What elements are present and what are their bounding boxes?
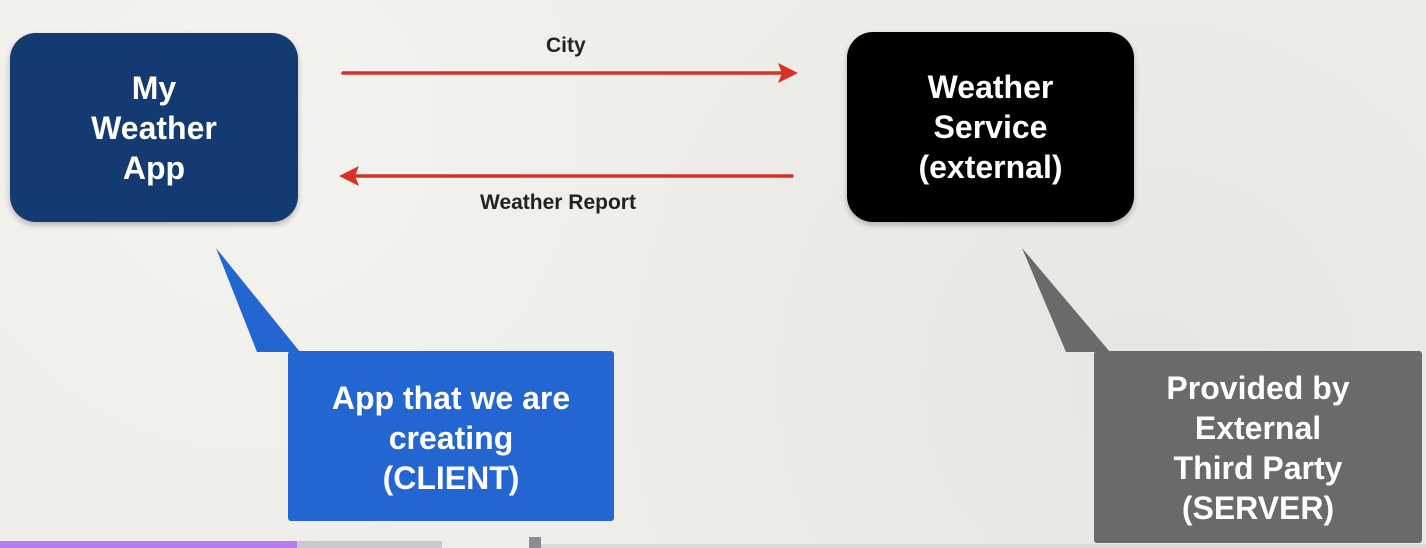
- response-arrow: [339, 166, 794, 186]
- server-callout-text: Provided by External Third Party (SERVER…: [1166, 370, 1350, 526]
- request-arrow-label: City: [546, 34, 586, 57]
- server-callout: Provided by External Third Party (SERVER…: [1094, 351, 1422, 543]
- client-app-label: My Weather App: [91, 69, 217, 186]
- weather-service-label: Weather Service (external): [918, 69, 1063, 185]
- client-callout-text: App that we are creating (CLIENT): [331, 380, 571, 496]
- response-arrow-label: Weather Report: [480, 191, 636, 214]
- weather-service-node: Weather Service (external): [847, 32, 1134, 222]
- video-progress-fill[interactable]: [0, 541, 297, 548]
- server-callout-pointer: [1022, 248, 1110, 352]
- client-app-node: My Weather App: [10, 33, 298, 222]
- video-scrubber-handle[interactable]: [529, 537, 541, 548]
- video-progress-track[interactable]: [541, 544, 1426, 548]
- request-arrowhead-icon: [778, 63, 798, 83]
- client-callout: App that we are creating (CLIENT): [288, 351, 614, 521]
- video-progress-buffer[interactable]: [297, 541, 442, 548]
- request-arrow: [341, 63, 798, 83]
- response-arrowhead-icon: [339, 166, 359, 186]
- client-callout-pointer: [216, 248, 300, 352]
